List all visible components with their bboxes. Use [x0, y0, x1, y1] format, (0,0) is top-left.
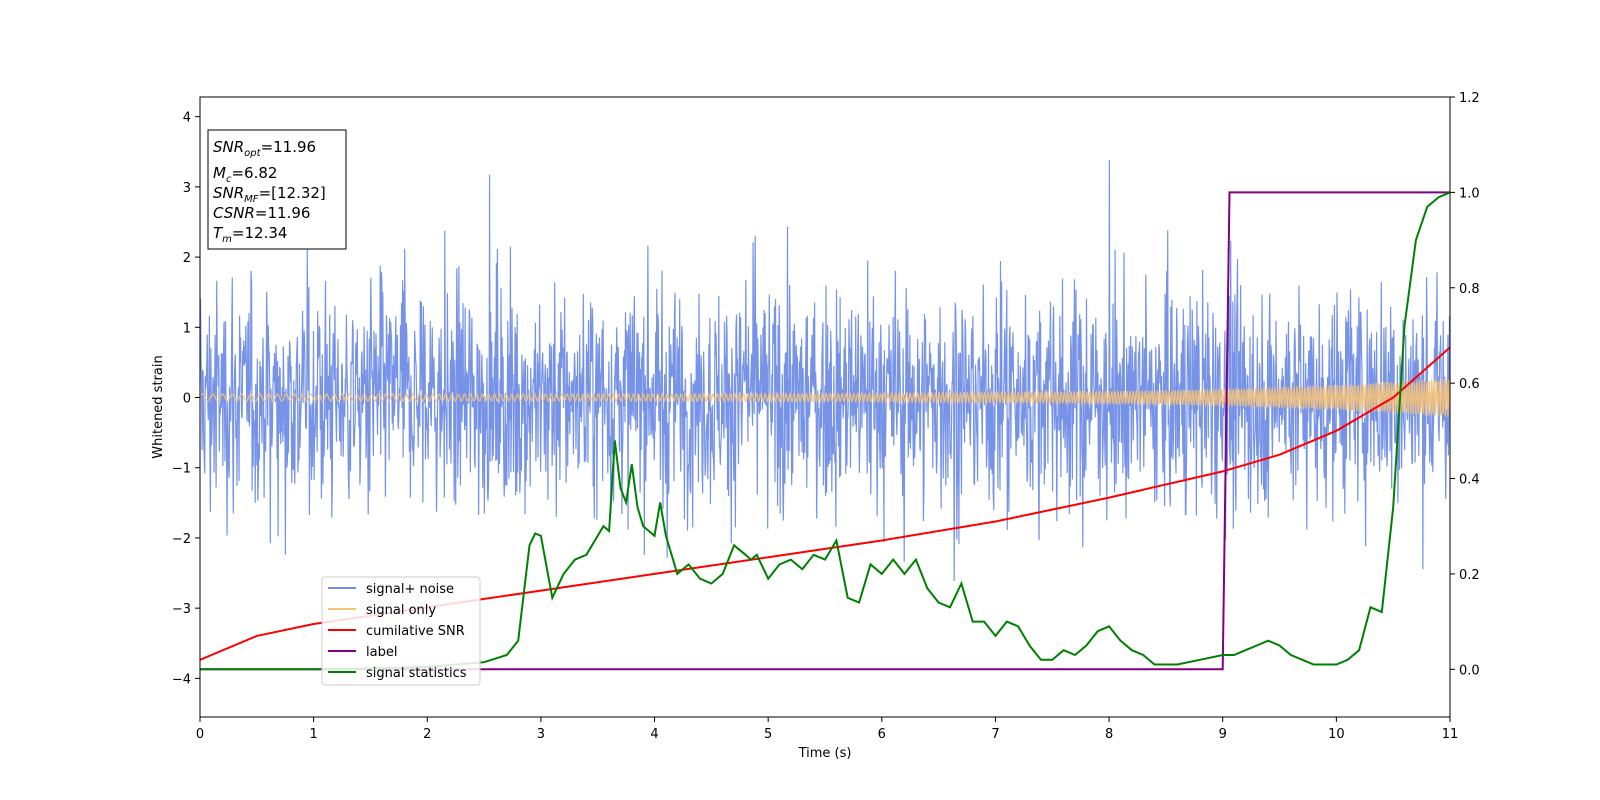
x-tick-label: 6: [878, 727, 886, 742]
annotation-line-csnr: CSNR=11.96: [213, 204, 310, 222]
x-axis-label: Time (s): [798, 746, 852, 761]
series-signal-noise: [200, 160, 1450, 581]
x-axis: 0 1 2 3 4 5 6 7 8 9 10 11: [196, 717, 1458, 742]
y-tick-label: 4: [183, 111, 191, 126]
x-tick-label: 4: [650, 727, 658, 742]
x-tick-label: 7: [991, 727, 999, 742]
y2-tick-label: 0.0: [1459, 663, 1480, 678]
annotation-line-snr-opt: SNRopt=11.96: [213, 138, 316, 159]
x-tick-label: 9: [1219, 727, 1227, 742]
y2-tick-label: 1.0: [1459, 186, 1480, 201]
annotation-line-tm: Tm=12.34: [213, 224, 287, 245]
y2-tick-label: 0.4: [1459, 473, 1480, 488]
x-tick-label: 2: [423, 727, 431, 742]
y-tick-label: −2: [172, 532, 191, 547]
y-tick-label: 1: [183, 321, 191, 336]
y-tick-label: −1: [172, 462, 191, 477]
plot-frame: [199, 96, 1451, 718]
legend-frame: [321, 576, 481, 686]
x-tick-label: 0: [196, 727, 204, 742]
legend-label-signal-only: signal only: [366, 603, 436, 618]
x-tick-label: 8: [1105, 727, 1113, 742]
y-tick-label: 3: [183, 181, 191, 196]
y-axis-label: Whitened strain: [151, 355, 166, 458]
legend-label-label: label: [366, 645, 397, 660]
legend-label-cumulative-snr: cumilative SNR: [366, 624, 465, 639]
legend-label-signal-statistics: signal statistics: [366, 666, 467, 681]
x-tick-label: 3: [537, 727, 545, 742]
annotation-box: SNRopt=11.96 Mc=6.82 SNRMF=[12.32] CSNR=…: [207, 129, 347, 250]
x-tick-label: 11: [1442, 727, 1459, 742]
annotation-line-snr-mf: SNRMF=[12.32]: [213, 184, 326, 205]
y2-tick-label: 0.6: [1459, 377, 1480, 392]
legend: signal+ noise signal only cumilative SNR…: [321, 576, 481, 686]
annotation-line-mc: Mc=6.82: [213, 164, 277, 185]
y-tick-label: 2: [183, 251, 191, 266]
y2-tick-label: 1.2: [1459, 91, 1480, 106]
y-tick-label: 0: [183, 392, 191, 407]
y2-tick-label: 0.8: [1459, 282, 1480, 297]
y-axis-left: −4 −3 −2 −1 0 1 2 3 4: [172, 111, 200, 687]
y-axis-right: 0.0 0.2 0.4 0.6 0.8 1.0 1.2: [1450, 91, 1480, 678]
series-signal-statistics: [200, 191, 1450, 671]
x-tick-label: 5: [764, 727, 772, 742]
series-signal-only: [200, 378, 1450, 418]
y2-tick-label: 0.2: [1459, 568, 1480, 583]
annotation-frame: [207, 129, 347, 250]
y-tick-label: −3: [172, 602, 191, 617]
x-tick-label: 1: [309, 727, 317, 742]
series-label: [200, 191, 1450, 671]
y-tick-label: −4: [172, 672, 191, 687]
x-tick-label: 10: [1328, 727, 1345, 742]
legend-label-signal-noise: signal+ noise: [366, 582, 454, 597]
